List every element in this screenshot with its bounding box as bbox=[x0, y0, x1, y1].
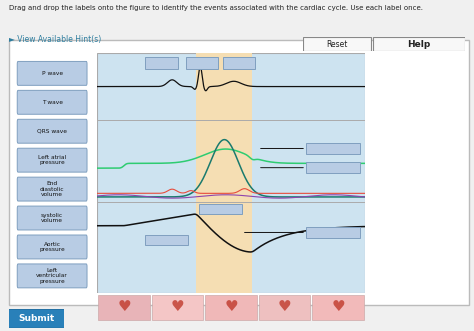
Text: ► View Available Hint(s): ► View Available Hint(s) bbox=[9, 35, 102, 44]
FancyBboxPatch shape bbox=[17, 235, 87, 259]
FancyBboxPatch shape bbox=[17, 119, 87, 143]
Text: ♥: ♥ bbox=[171, 300, 184, 314]
FancyBboxPatch shape bbox=[7, 309, 66, 328]
Text: Left atrial
pressure: Left atrial pressure bbox=[38, 155, 66, 166]
FancyBboxPatch shape bbox=[205, 295, 257, 320]
FancyBboxPatch shape bbox=[17, 148, 87, 172]
FancyBboxPatch shape bbox=[152, 295, 203, 320]
FancyBboxPatch shape bbox=[223, 57, 255, 69]
Text: Aortic
pressure: Aortic pressure bbox=[39, 242, 65, 252]
Text: End
diastolic
volume: End diastolic volume bbox=[40, 181, 64, 197]
Text: Help: Help bbox=[407, 40, 430, 49]
FancyBboxPatch shape bbox=[146, 57, 177, 69]
FancyBboxPatch shape bbox=[199, 204, 242, 214]
FancyBboxPatch shape bbox=[98, 295, 150, 320]
Text: ♥: ♥ bbox=[117, 300, 131, 314]
FancyBboxPatch shape bbox=[306, 227, 360, 238]
Text: ♥: ♥ bbox=[224, 300, 238, 314]
FancyBboxPatch shape bbox=[17, 264, 87, 288]
FancyBboxPatch shape bbox=[303, 37, 371, 51]
FancyBboxPatch shape bbox=[306, 143, 360, 154]
Text: ♥: ♥ bbox=[278, 300, 292, 314]
FancyBboxPatch shape bbox=[146, 235, 188, 245]
FancyBboxPatch shape bbox=[259, 295, 310, 320]
FancyBboxPatch shape bbox=[17, 177, 87, 201]
FancyBboxPatch shape bbox=[373, 37, 465, 51]
FancyBboxPatch shape bbox=[306, 162, 360, 173]
Text: Submit: Submit bbox=[18, 314, 55, 323]
FancyBboxPatch shape bbox=[185, 57, 218, 69]
Text: ♥: ♥ bbox=[331, 300, 345, 314]
Text: Reset: Reset bbox=[327, 40, 348, 49]
FancyBboxPatch shape bbox=[17, 206, 87, 230]
Text: systolic
volume: systolic volume bbox=[41, 213, 63, 223]
Text: T wave: T wave bbox=[42, 100, 63, 105]
FancyBboxPatch shape bbox=[17, 90, 87, 114]
Bar bbox=[196, 53, 253, 293]
Text: P wave: P wave bbox=[42, 71, 63, 76]
Text: QRS wave: QRS wave bbox=[37, 129, 67, 134]
FancyBboxPatch shape bbox=[312, 295, 364, 320]
Text: Drag and drop the labels onto the figure to identify the events associated with : Drag and drop the labels onto the figure… bbox=[9, 5, 423, 11]
FancyBboxPatch shape bbox=[17, 62, 87, 85]
Text: Left
ventricular
pressure: Left ventricular pressure bbox=[36, 268, 68, 284]
